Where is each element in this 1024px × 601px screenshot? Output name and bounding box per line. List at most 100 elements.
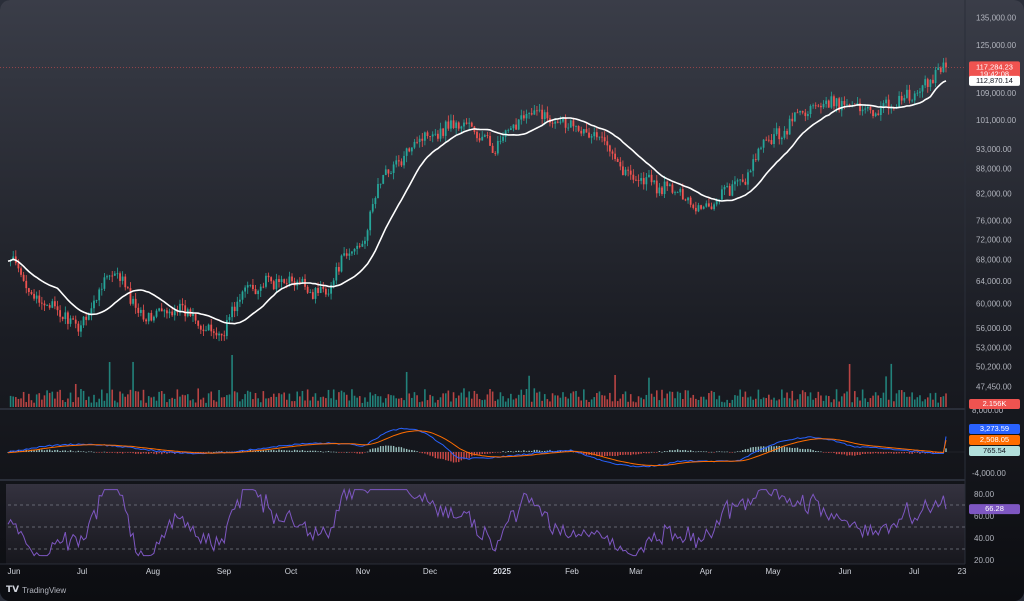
- macd-histogram-bar: [945, 448, 947, 452]
- volume-bar: [121, 393, 124, 407]
- volume-bar: [64, 402, 67, 407]
- candle-body: [275, 279, 278, 290]
- macd-histogram-bar: [640, 452, 642, 454]
- candle-body: [864, 108, 867, 110]
- rsi-value-label-bg: [969, 504, 1020, 515]
- countdown-label: 19:42:08: [980, 69, 1009, 78]
- candle-body: [585, 129, 588, 133]
- tradingview-brand[interactable]: TV TradingView: [6, 585, 66, 595]
- candle-body: [306, 286, 309, 293]
- macd-histogram-bar: [332, 451, 335, 453]
- volume-bar: [413, 392, 416, 407]
- volume-bar: [937, 402, 939, 407]
- candle-body: [228, 317, 231, 321]
- candle-body: [298, 281, 301, 283]
- macd-histogram-bar: [280, 450, 283, 452]
- candle-body: [442, 128, 445, 136]
- macd-histogram-bar: [95, 452, 98, 453]
- macd-histogram-bar: [692, 451, 694, 452]
- volume-bar: [111, 389, 114, 407]
- volume-bar: [215, 401, 218, 407]
- volume-bar: [661, 389, 663, 407]
- macd-histogram-bar: [679, 450, 681, 452]
- candle-body: [786, 130, 788, 135]
- volume-bar: [67, 398, 69, 407]
- volume-bar: [650, 393, 653, 407]
- macd-histogram-bar: [700, 451, 702, 452]
- candle-body: [645, 177, 648, 185]
- candle-body: [603, 137, 606, 142]
- volume-bar: [186, 394, 189, 407]
- volume-bar: [512, 399, 515, 407]
- candle-body: [661, 187, 663, 195]
- volume-bar: [82, 390, 85, 407]
- time-tick-label: Aug: [146, 567, 160, 576]
- candle-body: [113, 273, 116, 276]
- candle-body: [741, 179, 744, 182]
- macd-histogram-bar: [418, 452, 421, 453]
- time-tick-label: 23: [958, 567, 967, 576]
- macd-histogram-bar: [525, 451, 528, 452]
- volume-bar: [872, 395, 874, 407]
- volume-bar: [377, 396, 379, 407]
- candle-body: [749, 170, 752, 173]
- candle-body: [48, 305, 51, 308]
- macd-histogram-bar: [392, 445, 395, 452]
- macd-histogram-bar: [669, 450, 671, 452]
- volume-bar: [840, 396, 843, 407]
- candle-body: [408, 148, 411, 152]
- volume-bar: [549, 401, 551, 407]
- volume-bar: [554, 395, 556, 407]
- volume-bar: [655, 390, 658, 407]
- volume-bar: [463, 388, 465, 407]
- macd-histogram-bar: [544, 450, 546, 452]
- macd-histogram-bar: [330, 451, 332, 453]
- candle-body: [637, 179, 640, 181]
- macd-histogram-bar: [108, 452, 111, 453]
- volume-bar: [431, 396, 434, 407]
- signal-line: [7, 430, 947, 467]
- candle-body: [924, 79, 927, 86]
- candle-body: [43, 303, 46, 306]
- volume-bar: [801, 390, 804, 407]
- rsi-panel[interactable]: [7, 487, 965, 557]
- macd-histogram-bar: [62, 450, 64, 452]
- histogram-value-label-bg: [969, 446, 1020, 456]
- candle-body: [681, 189, 684, 200]
- volume-bar: [874, 392, 877, 407]
- macd-histogram-bar: [619, 452, 622, 455]
- macd-histogram-bar: [153, 452, 155, 454]
- volume-bar: [314, 393, 317, 407]
- volume-bar: [361, 402, 364, 407]
- candle-body: [679, 189, 682, 193]
- volume-bar: [642, 399, 645, 407]
- volume-bar: [692, 394, 695, 407]
- volume-bar: [523, 394, 525, 407]
- macd-histogram-bar: [335, 451, 337, 453]
- macd-histogram-bar: [121, 452, 124, 454]
- macd-histogram-bar: [116, 452, 119, 454]
- ma-value-label: 112,870.14: [976, 76, 1013, 85]
- candle-body: [379, 183, 382, 185]
- candle-body: [554, 121, 557, 124]
- macd-panel[interactable]: [7, 427, 965, 468]
- candle-body: [577, 126, 580, 131]
- candle-body: [614, 153, 616, 159]
- macd-histogram-bar: [835, 452, 838, 455]
- volume-bar: [838, 401, 840, 407]
- candle-body: [757, 148, 760, 161]
- volume-bar: [163, 393, 166, 407]
- price-axis[interactable]: 135,000.00 125,000.00 109,000.00 101,000.00…: [972, 14, 1017, 565]
- macd-histogram-bar: [93, 451, 95, 453]
- macd-histogram-bar: [674, 450, 676, 452]
- macd-histogram-bar: [452, 452, 455, 463]
- macd-histogram-bar: [265, 450, 267, 452]
- candle-body: [707, 203, 710, 207]
- volume-bar: [645, 394, 648, 407]
- volume-bar: [293, 401, 296, 407]
- time-axis[interactable]: Jun Jul Aug Sep Oct Nov Dec 2025 Feb Mar Apr May Jun…: [8, 567, 967, 576]
- candle-body: [278, 279, 280, 283]
- volume-bar: [504, 401, 507, 407]
- volume-bar: [392, 395, 395, 407]
